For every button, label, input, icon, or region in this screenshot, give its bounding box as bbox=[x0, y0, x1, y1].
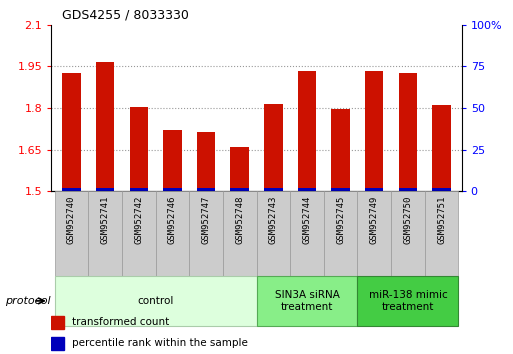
Text: SIN3A siRNA
treatment: SIN3A siRNA treatment bbox=[274, 290, 340, 312]
Bar bbox=[264, 188, 283, 191]
Bar bbox=[391, 191, 425, 276]
Bar bbox=[62, 73, 81, 191]
Text: miR-138 mimic
treatment: miR-138 mimic treatment bbox=[368, 290, 447, 312]
Bar bbox=[298, 70, 316, 191]
Bar bbox=[96, 188, 114, 191]
Bar bbox=[331, 188, 350, 191]
Text: GDS4255 / 8033330: GDS4255 / 8033330 bbox=[62, 8, 188, 21]
Text: GSM952742: GSM952742 bbox=[134, 195, 143, 244]
Bar bbox=[256, 276, 358, 326]
Bar bbox=[256, 191, 290, 276]
Text: GSM952746: GSM952746 bbox=[168, 195, 177, 244]
Bar bbox=[51, 316, 64, 329]
Bar bbox=[298, 188, 316, 191]
Bar bbox=[399, 188, 417, 191]
Bar bbox=[358, 276, 458, 326]
Bar bbox=[163, 188, 182, 191]
Bar bbox=[425, 191, 458, 276]
Text: GSM952743: GSM952743 bbox=[269, 195, 278, 244]
Bar bbox=[55, 276, 256, 326]
Bar bbox=[331, 109, 350, 191]
Bar bbox=[358, 191, 391, 276]
Bar bbox=[51, 337, 64, 350]
Bar bbox=[290, 191, 324, 276]
Bar bbox=[264, 104, 283, 191]
Bar bbox=[230, 147, 249, 191]
Text: GSM952751: GSM952751 bbox=[437, 195, 446, 244]
Bar bbox=[88, 191, 122, 276]
Bar bbox=[197, 188, 215, 191]
Bar bbox=[62, 188, 81, 191]
Bar bbox=[432, 188, 451, 191]
Text: GSM952750: GSM952750 bbox=[403, 195, 412, 244]
Bar bbox=[399, 73, 417, 191]
Bar bbox=[122, 191, 155, 276]
Bar bbox=[230, 188, 249, 191]
Bar bbox=[163, 130, 182, 191]
Text: control: control bbox=[137, 296, 174, 306]
Bar bbox=[365, 70, 384, 191]
Text: percentile rank within the sample: percentile rank within the sample bbox=[72, 338, 248, 348]
Bar bbox=[365, 188, 384, 191]
Text: transformed count: transformed count bbox=[72, 317, 169, 327]
Bar bbox=[197, 132, 215, 191]
Bar bbox=[129, 107, 148, 191]
Bar bbox=[432, 105, 451, 191]
Bar bbox=[189, 191, 223, 276]
Bar bbox=[129, 188, 148, 191]
Text: GSM952745: GSM952745 bbox=[336, 195, 345, 244]
Bar bbox=[324, 191, 358, 276]
Text: GSM952741: GSM952741 bbox=[101, 195, 110, 244]
Bar bbox=[55, 191, 88, 276]
Text: protocol: protocol bbox=[5, 296, 51, 306]
Bar bbox=[96, 62, 114, 191]
Text: GSM952744: GSM952744 bbox=[303, 195, 311, 244]
Text: GSM952740: GSM952740 bbox=[67, 195, 76, 244]
Text: GSM952748: GSM952748 bbox=[235, 195, 244, 244]
Bar bbox=[155, 191, 189, 276]
Text: GSM952749: GSM952749 bbox=[370, 195, 379, 244]
Text: GSM952747: GSM952747 bbox=[202, 195, 210, 244]
Bar bbox=[223, 191, 256, 276]
